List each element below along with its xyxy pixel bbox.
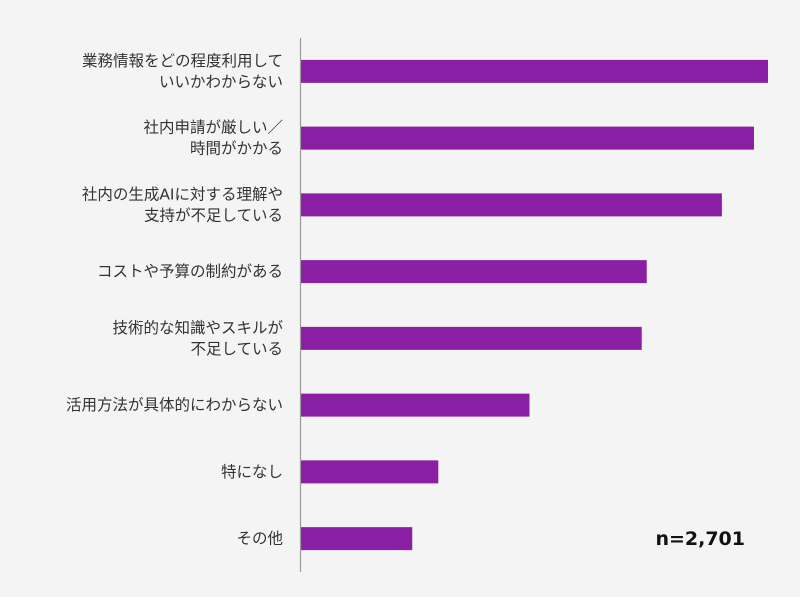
category-label-5: 活用方法が具体的にわからない [66, 396, 283, 414]
category-label-line: 社内の生成AIに対する理解や [82, 185, 283, 203]
category-label-3: コストや予算の制約がある [97, 262, 283, 281]
category-label-line: 社内申請が厳しい／ [143, 119, 283, 137]
bar-4 [301, 326, 642, 350]
category-label-1: 社内申請が厳しい／ 時間がかかる [143, 119, 283, 158]
category-label-line: 不足している [190, 340, 283, 358]
sample-size-annotation: n=2,701 [655, 528, 745, 550]
category-label-line: いいかわからない [159, 73, 283, 91]
bars-layer [301, 59, 768, 551]
bar-0 [301, 59, 768, 83]
category-label-line: 活用方法が具体的にわからない [66, 396, 283, 414]
category-label-line: 業務情報をどの程度利用して [82, 52, 283, 70]
category-label-7: その他 [236, 530, 283, 548]
category-label-6: 特になし [221, 463, 283, 481]
category-label-0: 業務情報をどの程度利用していいかわからない [82, 52, 283, 91]
category-label-line: 技術的な知識やスキルが [112, 319, 283, 337]
category-label-4: 技術的な知識やスキルが不足している [112, 319, 283, 358]
category-label-line: 特になし [221, 463, 283, 481]
category-label-line: コストや予算の制約がある [97, 262, 283, 281]
bar-5 [301, 393, 530, 417]
bar-6 [301, 460, 439, 484]
category-label-2: 社内の生成AIに対する理解や支持が不足している [82, 185, 283, 224]
bar-2 [301, 193, 722, 217]
bar-1 [301, 126, 754, 150]
bar-7 [301, 527, 413, 551]
bar-3 [301, 260, 647, 284]
category-label-line: その他 [236, 530, 283, 548]
category-label-line: 時間がかかる [190, 140, 283, 158]
category-label-line: 支持が不足している [144, 206, 283, 224]
